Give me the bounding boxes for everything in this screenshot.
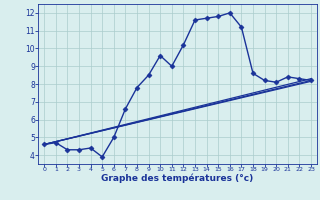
X-axis label: Graphe des températures (°c): Graphe des températures (°c) — [101, 174, 254, 183]
